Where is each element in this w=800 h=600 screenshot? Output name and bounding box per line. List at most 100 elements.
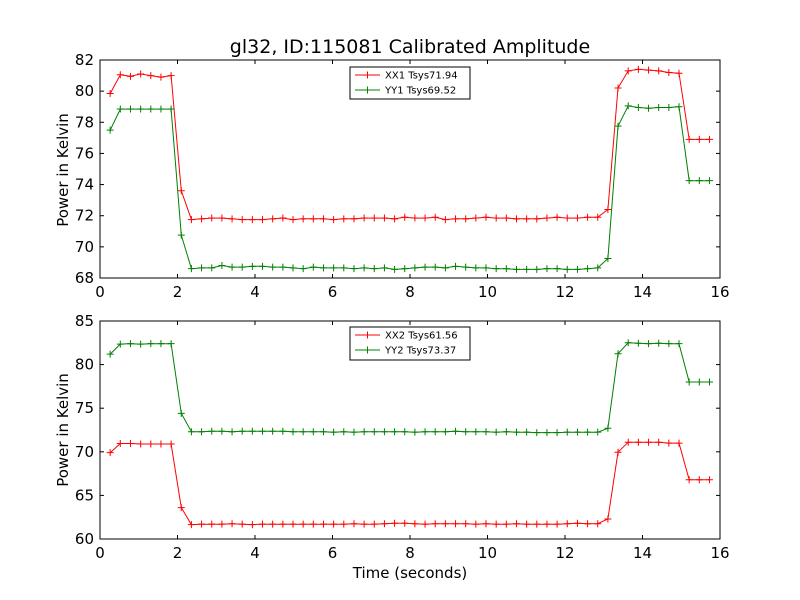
top-legend-label-1: YY1 Tsys69.52 [384, 86, 456, 97]
bottom-series-1-point [584, 428, 592, 436]
bottom-series-0-point [482, 520, 490, 528]
top-series-1-point [187, 265, 195, 273]
top-series-0-point [431, 213, 439, 221]
top-series-1-point [614, 122, 622, 130]
top-series-1-point [228, 263, 236, 271]
top-series-1-point [452, 262, 460, 270]
bottom-series-0-point [421, 520, 429, 528]
chart-title: gl32, ID:115081 Calibrated Amplitude [230, 36, 590, 58]
bottom-series-0-point [157, 440, 165, 448]
top-series-0-point [279, 214, 287, 222]
top-series-0-point [299, 215, 307, 223]
top-series-1-point [411, 264, 419, 272]
bottom-series-1-point [543, 429, 551, 437]
top-x-tick-label: 10 [478, 283, 497, 301]
top-series-1-point [462, 263, 470, 271]
top-series-0-point [614, 84, 622, 92]
bottom-series-0-point [624, 438, 632, 446]
bottom-series-1-point [248, 427, 256, 435]
bottom-series-0-point [472, 520, 480, 528]
bottom-series-1-point [279, 427, 287, 435]
top-series-0-point [411, 214, 419, 222]
bottom-series-1-point [228, 428, 236, 436]
top-series-0-point [380, 214, 388, 222]
bottom-series-0-point [604, 515, 612, 523]
bottom-panel: 0 2 4 6 8 10 12 14 16 60 65 70 75 80 85 XX2 Tsys61.56 YY… [75, 312, 730, 562]
bottom-series-1-point [350, 428, 358, 436]
top-series-1-point [655, 103, 663, 111]
top-series-1-point [523, 265, 531, 273]
bottom-series-1-point [533, 429, 541, 437]
bottom-series-0-point [350, 520, 358, 528]
bottom-series-0-point [573, 519, 581, 527]
top-series-0-point [259, 216, 267, 224]
bottom-series-1-point [391, 428, 399, 436]
bottom-series-0-point [106, 449, 114, 457]
top-series-1-point [543, 265, 551, 273]
bottom-series-1-point [370, 428, 378, 436]
bottom-series-1-point [309, 428, 317, 436]
top-series-1-point [289, 264, 297, 272]
top-series-1-point [330, 264, 338, 272]
top-series-1-point [441, 264, 449, 272]
top-series-0-point [401, 213, 409, 221]
top-y-tick-label: 70 [75, 238, 94, 256]
bottom-y-tick-label: 60 [75, 530, 94, 548]
bottom-series-line-0 [109, 441, 710, 526]
bottom-series-1-point [167, 340, 175, 348]
bottom-series-1-point [299, 428, 307, 436]
top-series-1-point [137, 105, 145, 113]
bottom-legend-label-0: XX2 Tsys61.56 [385, 331, 458, 342]
top-series-0-point [665, 68, 673, 76]
top-series-1-point [675, 103, 683, 111]
bottom-series-1-point [269, 427, 277, 435]
top-series-0-point [208, 214, 216, 222]
bottom-series-1-point [624, 339, 632, 347]
bottom-series-0-point [685, 476, 693, 484]
bottom-series-0-point [594, 520, 602, 528]
top-series-1-point [401, 265, 409, 273]
top-series-1-point [594, 264, 602, 272]
top-series-0-point [502, 214, 510, 222]
top-series-1-point [208, 264, 216, 272]
bottom-series-0-point [330, 520, 338, 528]
top-series-0-point [634, 65, 642, 73]
bottom-series-0-point [441, 520, 449, 528]
top-series-0-point [126, 72, 134, 80]
bottom-series-0-point [533, 520, 541, 528]
bottom-series-0-point [695, 476, 703, 484]
bottom-series-0-point [665, 439, 673, 447]
bottom-series-1-point [340, 428, 348, 436]
top-series-0-point [269, 215, 277, 223]
bottom-series-0-point [655, 438, 663, 446]
bottom-series-1-point [126, 340, 134, 348]
top-series-1-point [360, 264, 368, 272]
top-series-0-point [482, 213, 490, 221]
top-series-0-point [350, 215, 358, 223]
top-series-0-point [157, 73, 165, 81]
top-series-0-point [523, 215, 531, 223]
bottom-series-0-point [563, 520, 571, 528]
top-series-0-point [553, 213, 561, 221]
top-series-0-point [472, 214, 480, 222]
bottom-series-0-point [705, 476, 713, 484]
bottom-series-0-point [147, 440, 155, 448]
top-series-1-point [512, 265, 520, 273]
bottom-series-1-point [259, 427, 267, 435]
top-series-0-point [340, 215, 348, 223]
bottom-series-0-point [523, 520, 531, 528]
top-x-tick-label: 8 [405, 283, 415, 301]
bottom-series-1-point [685, 378, 693, 386]
bottom-series-1-point [147, 340, 155, 348]
bottom-series-1-point [604, 424, 612, 432]
top-series-0-point [370, 214, 378, 222]
top-series-0-point [563, 214, 571, 222]
top-series-0-point [573, 214, 581, 222]
bottom-series-0-point [411, 520, 419, 528]
bottom-series-0-point [512, 520, 520, 528]
bottom-series-0-point [248, 521, 256, 529]
top-y-tick-label: 76 [75, 144, 94, 162]
bottom-x-tick-label: 0 [95, 544, 105, 562]
bottom-series-0-point [279, 520, 287, 528]
top-series-1-point [350, 265, 358, 273]
